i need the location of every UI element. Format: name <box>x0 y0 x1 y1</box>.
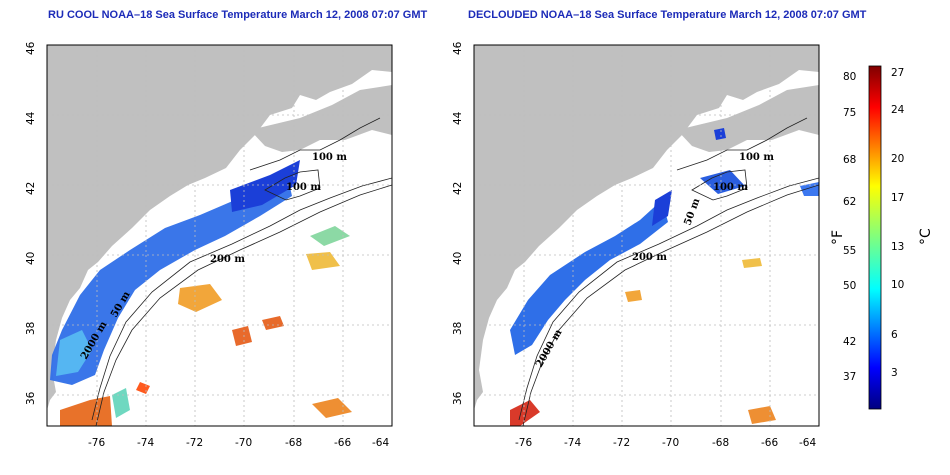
c-tick: 20 <box>891 153 904 165</box>
f-tick: 80 <box>843 71 856 83</box>
fahrenheit-unit-label: °F <box>830 230 846 245</box>
c-tick: 10 <box>891 279 904 291</box>
isobath-50m <box>691 169 748 201</box>
lat-tick: 36 <box>25 391 37 405</box>
f-tick: 55 <box>843 245 856 257</box>
lon-tick: -66 <box>761 437 778 449</box>
contour-label: 200 m <box>632 252 667 263</box>
right-lat-axis: 46 44 42 40 38 36 <box>452 41 464 405</box>
left-lon-axis: -76 -74 -72 -70 -68 -66 -64 <box>88 437 389 449</box>
celsius-ticks: 27 24 20 17 13 10 6 3 <box>891 67 905 379</box>
contour-label: 100 m <box>312 152 347 163</box>
isobath-2000m <box>95 184 392 426</box>
colorbar <box>868 65 882 410</box>
lon-tick: -66 <box>334 437 351 449</box>
lon-tick: -64 <box>799 437 816 449</box>
lon-tick: -68 <box>285 437 302 449</box>
sst-cold-band <box>510 200 668 355</box>
f-tick: 42 <box>843 336 856 348</box>
isobath-100m <box>249 117 381 171</box>
isobath-2000m <box>522 184 819 426</box>
c-tick: 13 <box>891 241 904 253</box>
c-tick: 27 <box>891 67 904 79</box>
contour-label: 100 m <box>739 152 774 163</box>
isobath-200m <box>518 177 819 421</box>
lat-tick: 44 <box>452 111 464 125</box>
c-tick: 3 <box>891 367 898 379</box>
lon-tick: -72 <box>186 437 203 449</box>
lon-tick: -74 <box>137 437 154 449</box>
c-tick: 24 <box>891 104 905 116</box>
right-map-frame <box>473 44 820 427</box>
contour-label: 100 m <box>713 182 748 193</box>
lat-tick: 40 <box>25 252 37 265</box>
contour-label: 200 m <box>210 254 245 265</box>
contour-label: 100 m <box>286 182 321 193</box>
lon-tick: -76 <box>515 437 532 449</box>
lat-tick: 44 <box>25 111 37 125</box>
f-tick: 50 <box>843 280 856 292</box>
lon-tick: -70 <box>662 437 679 449</box>
lat-tick: 40 <box>452 252 464 265</box>
lat-tick: 36 <box>452 391 464 405</box>
lon-tick: -74 <box>564 437 581 449</box>
f-tick: 75 <box>843 107 856 119</box>
lat-tick: 42 <box>25 182 37 195</box>
lon-tick: -68 <box>712 437 729 449</box>
f-tick: 62 <box>843 196 856 208</box>
lat-tick: 42 <box>452 182 464 195</box>
left-map-frame <box>46 44 393 427</box>
land-mass <box>474 45 819 410</box>
f-tick: 37 <box>843 371 856 383</box>
lon-tick: -72 <box>613 437 630 449</box>
c-tick: 6 <box>891 329 898 341</box>
fahrenheit-ticks: 80 75 68 62 55 50 42 37 <box>843 71 856 383</box>
c-tick: 17 <box>891 192 904 204</box>
f-tick: 68 <box>843 154 856 166</box>
sst-cold-band <box>50 178 292 385</box>
lon-tick: -64 <box>372 437 389 449</box>
lat-tick: 46 <box>452 41 464 55</box>
lon-tick: -76 <box>88 437 105 449</box>
celsius-unit-label: °C <box>918 228 934 245</box>
isobath-100m <box>676 117 808 171</box>
lat-tick: 38 <box>452 322 464 335</box>
left-map-title: RU COOL NOAA–18 Sea Surface Temperature … <box>48 9 428 21</box>
isobath-200m <box>91 177 392 421</box>
lat-tick: 46 <box>25 41 37 55</box>
left-lat-axis: 46 44 42 40 38 36 <box>25 41 37 405</box>
right-map-title: DECLOUDED NOAA–18 Sea Surface Temperatur… <box>468 9 867 21</box>
lon-tick: -70 <box>235 437 252 449</box>
right-lon-axis: -76 -74 -72 -70 -68 -66 -64 <box>515 437 816 449</box>
land-mass <box>47 45 392 410</box>
lat-tick: 38 <box>25 322 37 335</box>
isobath-50m <box>264 169 321 201</box>
